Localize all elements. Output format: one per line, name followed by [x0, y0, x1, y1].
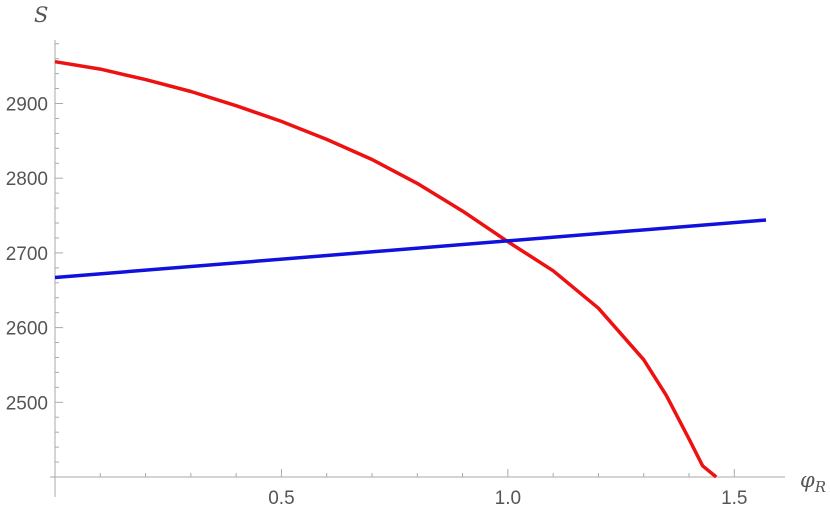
y-tick-label: 2700: [6, 244, 48, 265]
x-ticks: 0.5 1.0 1.5: [99, 469, 748, 509]
y-tick-label: 2500: [6, 393, 48, 414]
x-axis-label: φR: [800, 468, 826, 496]
x-tick-label: 0.5: [268, 488, 294, 509]
series-line-1: [54, 59, 718, 479]
axes: 0.5 1.0 1.5 2500 2600 2700 2800 2900: [6, 40, 785, 509]
y-ticks: 2500 2600 2700 2800 2900: [6, 43, 63, 463]
y-tick-label: 2800: [6, 169, 48, 190]
x-tick-label: 1.5: [721, 488, 747, 509]
y-axis-label: S: [34, 3, 48, 27]
y-tick-label: 2900: [6, 94, 48, 115]
series-layer: [54, 59, 767, 479]
y-tick-label: 2600: [6, 319, 48, 340]
series-line-2: [54, 218, 767, 280]
x-tick-label: 1.0: [495, 488, 521, 509]
x-axis-label-subscript: R: [814, 478, 826, 496]
x-axis-label-main: φ: [800, 468, 815, 492]
